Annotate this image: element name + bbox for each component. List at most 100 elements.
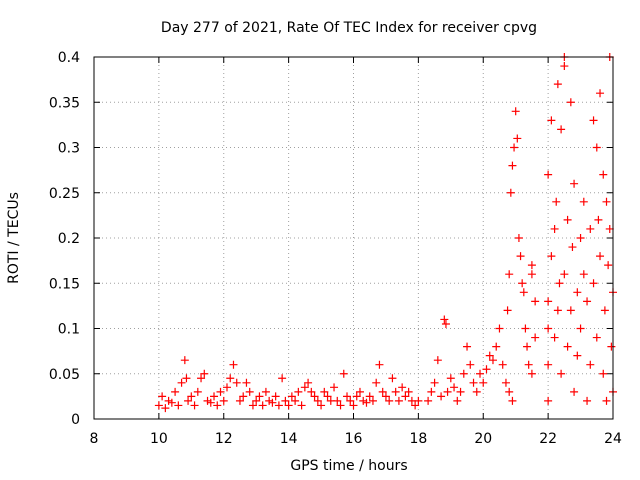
data-point	[248, 401, 257, 410]
data-point	[284, 401, 293, 410]
data-point	[307, 387, 316, 396]
y-tick-label: 0.05	[49, 367, 80, 383]
data-point	[508, 161, 517, 170]
data-point	[437, 392, 446, 401]
y-tick-label: 0.2	[58, 231, 80, 247]
data-point	[235, 396, 244, 405]
data-point	[514, 234, 523, 242]
data-point	[294, 387, 303, 396]
data-point	[605, 224, 614, 233]
data-point	[453, 396, 462, 405]
data-point	[401, 392, 410, 401]
data-point	[573, 288, 582, 297]
data-point	[518, 279, 527, 288]
data-point	[583, 396, 592, 405]
data-point	[210, 392, 219, 401]
data-point	[440, 315, 449, 324]
data-point	[527, 270, 536, 279]
data-point	[501, 378, 510, 387]
x-tick-label: 12	[215, 431, 233, 447]
data-point	[355, 387, 364, 396]
data-point	[589, 279, 598, 288]
data-point	[544, 396, 553, 405]
data-point	[365, 392, 374, 401]
grid-lines	[94, 57, 613, 419]
data-point	[583, 297, 592, 306]
data-point	[368, 396, 377, 405]
data-point	[229, 360, 238, 369]
data-point	[476, 369, 485, 378]
data-point	[443, 387, 452, 396]
data-point	[563, 342, 572, 351]
data-point	[398, 383, 407, 392]
data-point	[427, 387, 436, 396]
data-point	[531, 297, 540, 306]
data-point	[450, 383, 459, 392]
data-point	[154, 401, 163, 410]
data-point	[602, 197, 611, 206]
data-point	[245, 387, 254, 396]
x-tick-label: 24	[604, 431, 622, 447]
x-tick-label: 22	[539, 431, 557, 447]
data-point	[268, 398, 277, 407]
data-point	[488, 356, 497, 365]
data-point	[607, 342, 616, 351]
data-point	[550, 333, 559, 342]
data-point	[378, 387, 387, 396]
data-point	[560, 62, 569, 71]
data-point	[516, 252, 525, 261]
data-point	[527, 261, 536, 270]
data-point	[576, 234, 585, 242]
data-point	[563, 215, 572, 224]
data-point	[333, 396, 342, 405]
data-point	[510, 143, 519, 152]
data-point	[511, 107, 520, 116]
data-point	[479, 378, 488, 387]
data-point	[197, 374, 206, 383]
data-point	[589, 116, 598, 125]
data-point	[206, 398, 215, 407]
data-point	[180, 356, 189, 365]
data-point	[287, 392, 296, 401]
data-point	[560, 270, 569, 279]
data-point	[388, 374, 397, 383]
data-point	[586, 224, 595, 233]
data-point	[352, 392, 361, 401]
data-point	[592, 333, 601, 342]
data-point	[524, 360, 533, 369]
data-point	[261, 387, 270, 396]
y-tick-label: 0	[71, 412, 80, 428]
data-point	[503, 306, 512, 315]
data-point	[463, 342, 472, 351]
data-point	[521, 324, 530, 333]
data-point	[492, 342, 501, 351]
x-axis-title: GPS time / hours	[290, 458, 407, 474]
y-tick-label: 0.3	[58, 141, 80, 157]
y-tick-label: 0.4	[58, 50, 80, 66]
data-point	[313, 396, 322, 405]
data-point	[553, 80, 562, 89]
data-point	[544, 297, 553, 306]
x-tick-label: 18	[409, 431, 427, 447]
data-point	[519, 288, 528, 297]
data-point	[552, 197, 561, 206]
data-point	[544, 360, 553, 369]
data-point	[404, 387, 413, 396]
data-point	[182, 374, 191, 383]
data-point	[604, 261, 613, 270]
y-tick-label: 0.15	[49, 276, 80, 292]
data-point	[469, 378, 478, 387]
data-point	[579, 270, 588, 279]
data-point	[456, 387, 465, 396]
data-point	[184, 396, 193, 405]
data-point	[291, 396, 300, 405]
data-point	[576, 324, 585, 333]
data-point	[513, 134, 522, 143]
data-point	[531, 333, 540, 342]
data-point	[570, 179, 579, 188]
data-point	[297, 401, 306, 410]
data-point	[232, 378, 241, 387]
data-point	[310, 392, 319, 401]
data-point	[362, 398, 371, 407]
data-point	[161, 404, 170, 413]
